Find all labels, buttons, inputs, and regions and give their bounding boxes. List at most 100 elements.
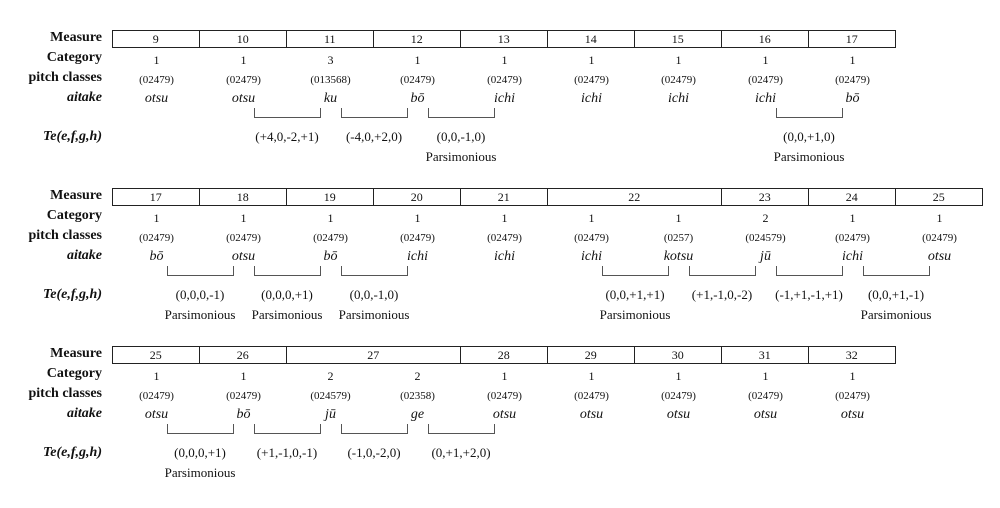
category-value: 3 [327,53,334,67]
transition-bracket [340,424,408,434]
category-value: 1 [240,53,247,67]
measure-cell: 26 [198,346,287,364]
te-vector: (0,0,-1,0) [349,287,399,302]
pitch-class-set: (02479) [835,74,870,86]
aitake-name: otsu [753,407,778,422]
category-value: 1 [240,369,247,383]
category-value: 1 [849,53,856,67]
system-3: Measure Category pitch classes aitake Te(e,f… [0,346,1000,504]
pitch-class-set: (02479) [226,232,261,244]
measure-cell: 25 [894,188,983,206]
aitake-name: otsu [231,249,256,264]
transition-bracket [166,424,234,434]
measure-cell: 20 [372,188,461,206]
te-label: Te(e,f,g,h) [43,287,102,302]
category-value: 1 [849,369,856,383]
transition-bracket [340,108,408,118]
category-value: 1 [762,369,769,383]
pitch-classes-label: pitch classes [28,386,103,401]
pitch-class-set: (02479) [400,232,435,244]
pitch-class-set: (02479) [835,232,870,244]
pitch-classes-label: pitch classes [28,228,103,243]
measure-cell: 18 [198,188,287,206]
measure-cell: 11 [285,30,374,48]
aitake-name: jū [760,249,771,264]
measure-cell: 15 [633,30,722,48]
parsimonious-label: Parsimonious [773,149,845,164]
aitake-name: jū [325,407,336,422]
transition-bracket [253,108,321,118]
te-vector: (0,0,0,-1) [175,287,225,302]
category-value: 1 [327,211,334,225]
te-label: Te(e,f,g,h) [43,445,102,460]
category-value: 1 [153,53,160,67]
category-value: 1 [675,211,682,225]
te-vector: (0,0,+1,0) [783,129,835,144]
pitch-class-set: (02479) [226,74,261,86]
aitake-name: otsu [579,407,604,422]
aitake-name: otsu [666,407,691,422]
measure-cell: 32 [807,346,896,364]
te-vector: (+1,-1,0,-2) [691,287,753,302]
parsimonious-label: Parsimonious [164,307,236,322]
aitake-name: bō [323,249,338,264]
te-vector: (-1,+1,-1,+1) [775,287,843,302]
aitake-name: bō [149,249,164,264]
te-vector: (0,0,-1,0) [436,129,486,144]
aitake-name: ichi [407,249,428,264]
te-vector: (+1,-1,0,-1) [256,445,318,460]
aitake-name: bō [236,407,251,422]
aitake-name: ichi [494,91,515,106]
pitch-class-set: (02479) [574,74,609,86]
category-value: 1 [588,53,595,67]
aitake-name: ge [410,407,425,422]
system-2: Measure Category pitch classes aitake Te(e,f… [0,188,1000,346]
measure-cell: 17 [111,188,200,206]
pitch-class-set: (02479) [574,232,609,244]
measure-cell: 13 [459,30,548,48]
aitake-name: bō [845,91,860,106]
transition-bracket [253,424,321,434]
pitch-class-set: (0257) [663,232,694,244]
pitch-class-set: (02479) [139,390,174,402]
category-label: Category [46,50,102,65]
transition-bracket [601,266,669,276]
category-value: 1 [675,369,682,383]
measure-cell: 16 [720,30,809,48]
aitake-name: otsu [840,407,865,422]
category-value: 1 [501,369,508,383]
pitch-class-set: (02479) [487,74,522,86]
system-1: Measure Category pitch classes aitake Te(e,f… [0,30,1000,188]
pitch-class-set: (02479) [574,390,609,402]
aitake-label: aitake [67,90,102,105]
measure-cell: 23 [720,188,809,206]
aitake-name: ichi [494,249,515,264]
pitch-class-set: (02479) [313,232,348,244]
transition-bracket [253,266,321,276]
transition-bracket [166,266,234,276]
transition-bracket [775,266,843,276]
category-label: Category [46,366,102,381]
aitake-label: aitake [67,406,102,421]
transition-bracket [427,424,495,434]
te-vector: (+4,0,-2,+1) [255,129,319,144]
pitch-class-set: (02479) [661,390,696,402]
measure-cell: 30 [633,346,722,364]
category-value: 1 [936,211,943,225]
pitch-class-set: (02479) [661,74,696,86]
parsimonious-label: Parsimonious [164,465,236,480]
parsimonious-label: Parsimonious [425,149,497,164]
aitake-name: bō [410,91,425,106]
pitch-class-set: (02479) [487,390,522,402]
category-value: 1 [501,211,508,225]
aitake-name: kotsu [663,249,694,264]
pitch-class-set: (02479) [835,390,870,402]
pitch-class-set: (013568) [310,74,351,86]
category-value: 1 [762,53,769,67]
measure-cell: 22 [546,188,722,206]
category-value: 1 [153,211,160,225]
category-value: 2 [762,211,769,225]
aitake-name: ichi [668,91,689,106]
category-value: 1 [588,369,595,383]
pitch-class-set: (024579) [310,390,351,402]
